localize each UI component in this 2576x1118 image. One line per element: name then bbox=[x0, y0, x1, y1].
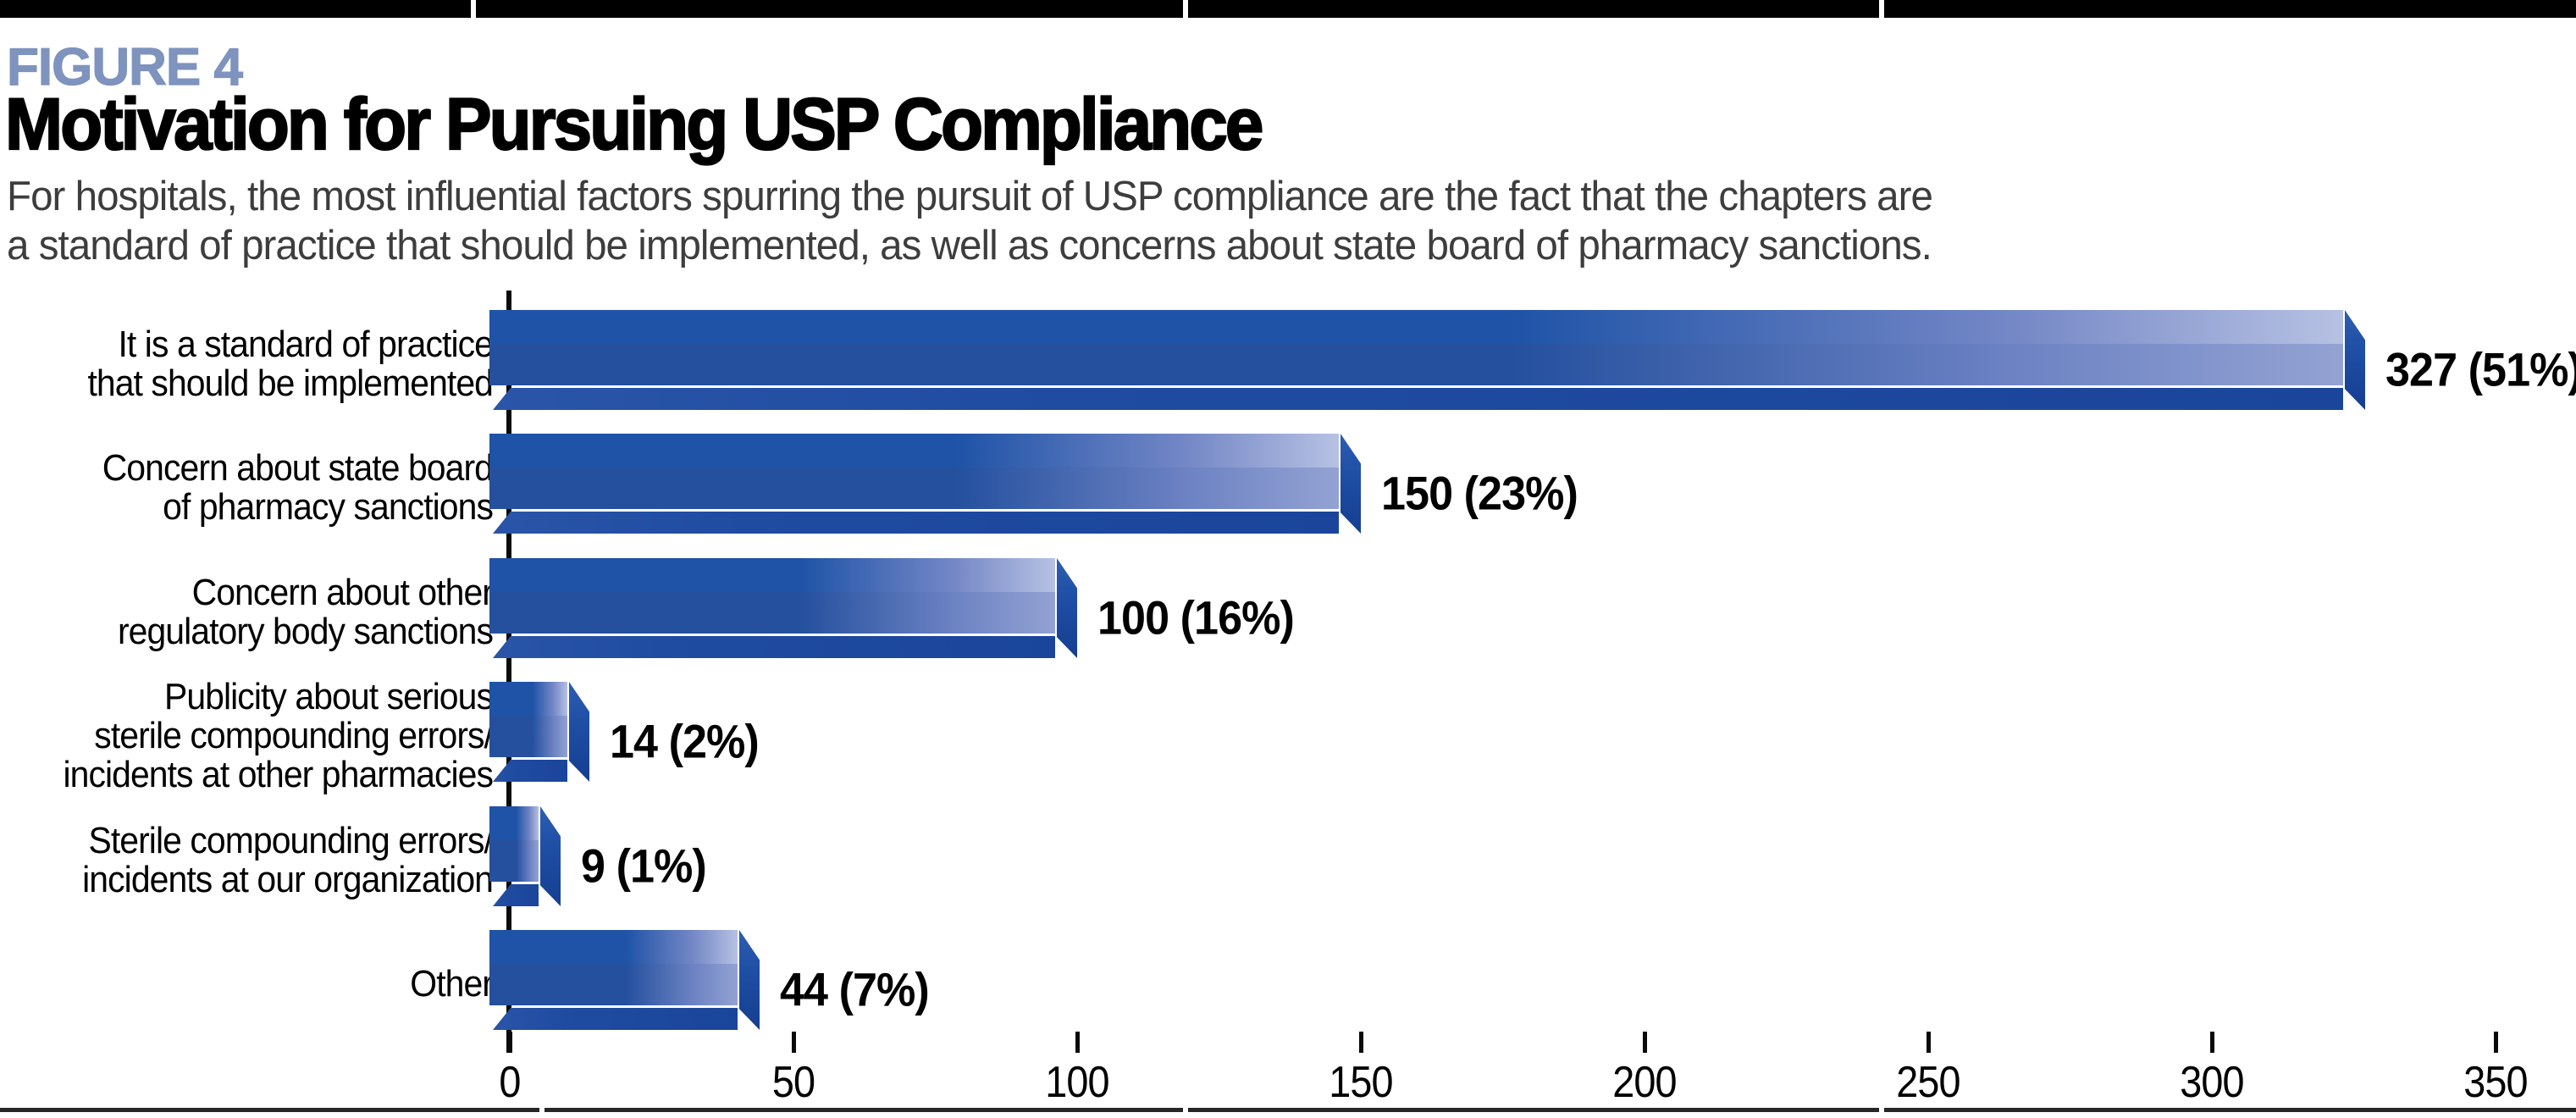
category-label: Other bbox=[35, 963, 494, 1005]
figure-number-label: FIGURE 4 bbox=[6, 37, 243, 97]
bar-underside bbox=[493, 512, 1339, 534]
bottom-border-line bbox=[0, 1108, 2576, 1112]
bar-value-label: 100 (16%) bbox=[1097, 590, 1295, 645]
x-axis-tick-label: 300 bbox=[2180, 1058, 2244, 1107]
bar-value-label: 44 (7%) bbox=[780, 962, 930, 1016]
bar-face-highlight bbox=[489, 310, 2343, 344]
category-label-line: incidents at other pharmacies bbox=[63, 754, 494, 795]
category-label-line: incidents at our organization bbox=[82, 859, 494, 900]
x-axis-tick bbox=[508, 1032, 512, 1053]
x-axis-tick-label: 150 bbox=[1329, 1058, 1393, 1107]
category-label-line: regulatory body sanctions bbox=[117, 611, 494, 652]
bottom-line-column-gap bbox=[539, 1108, 544, 1112]
y-axis-line bbox=[506, 291, 511, 1053]
figure-title: Motivation for Pursuing USP Compliance bbox=[4, 84, 1264, 165]
bar-face-highlight bbox=[489, 806, 539, 840]
bar-value-label: 9 (1%) bbox=[581, 838, 707, 893]
bar bbox=[489, 806, 561, 906]
bar-face bbox=[489, 964, 738, 1005]
category-label: It is a standard of practice that should … bbox=[35, 325, 493, 403]
x-axis-tick-label: 0 bbox=[499, 1058, 521, 1107]
bar-end-cap bbox=[739, 930, 760, 1030]
category-label-line: It is a standard of practice bbox=[118, 324, 493, 365]
bar-underside bbox=[493, 636, 1055, 658]
category-label-line: Concern about other bbox=[191, 572, 494, 613]
category-label: Sterile compounding errors/incidents at … bbox=[35, 820, 494, 900]
bar bbox=[489, 310, 2365, 410]
x-axis-tick bbox=[1075, 1032, 1080, 1053]
x-axis-tick-label: 200 bbox=[1612, 1058, 1677, 1107]
bar-face bbox=[489, 344, 2343, 385]
category-label-line: Concern about state board bbox=[102, 447, 494, 489]
x-axis-tick bbox=[1643, 1032, 1647, 1053]
x-axis-tick-label: 250 bbox=[1896, 1058, 1960, 1107]
bar-underside bbox=[493, 388, 2343, 410]
category-label: Publicity about serious sterile compoundi… bbox=[35, 678, 493, 794]
x-axis-tick bbox=[792, 1032, 796, 1053]
bar-face bbox=[489, 716, 567, 757]
bar-end-cap bbox=[569, 682, 589, 782]
category-label-line: Sterile compounding errors/ bbox=[88, 820, 493, 861]
bottom-line-column-gap bbox=[1183, 1108, 1188, 1112]
bar-end-cap bbox=[2345, 310, 2365, 410]
bar-face bbox=[489, 468, 1339, 509]
bar-end-cap bbox=[540, 806, 561, 906]
bar bbox=[489, 558, 1077, 658]
bar-underside bbox=[493, 884, 539, 906]
x-axis-tick bbox=[2494, 1032, 2498, 1053]
x-axis-tick-label: 350 bbox=[2463, 1058, 2528, 1107]
x-axis-tick bbox=[1359, 1032, 1363, 1053]
bar-face bbox=[489, 592, 1055, 634]
bar-face bbox=[489, 840, 539, 882]
category-label-line: of pharmacy sanctions bbox=[163, 486, 494, 528]
bar-face-highlight bbox=[489, 434, 1339, 468]
bar bbox=[489, 434, 1361, 534]
bar-face-highlight bbox=[489, 682, 567, 716]
x-axis-tick-label: 50 bbox=[771, 1058, 815, 1107]
bar-face-highlight bbox=[489, 558, 1055, 592]
bar-value-label: 327 (51%) bbox=[2385, 342, 2576, 396]
top-bar-column-gap bbox=[1879, 0, 1884, 18]
figure-subtitle: For hospitals, the most influential fact… bbox=[7, 172, 1933, 270]
category-label-line: sterile compounding errors/ bbox=[94, 715, 494, 756]
bar-end-cap bbox=[1341, 434, 1361, 534]
top-bar-column-gap bbox=[471, 0, 476, 18]
top-bar-column-gap bbox=[1183, 0, 1188, 18]
bar-underside bbox=[493, 1008, 738, 1030]
bar-face-highlight bbox=[489, 930, 738, 964]
subtitle-line-1: For hospitals, the most influential fact… bbox=[7, 174, 1933, 219]
x-axis-tick bbox=[2210, 1032, 2214, 1053]
bar-value-label: 150 (23%) bbox=[1381, 466, 1578, 520]
category-label: Concern about other regulatory body sanct… bbox=[35, 572, 494, 652]
bar bbox=[489, 682, 589, 782]
category-label-line: Publicity about serious bbox=[163, 676, 494, 717]
top-border-bar bbox=[0, 0, 2576, 18]
category-label: Concern about state board of pharmacy san… bbox=[35, 447, 494, 528]
bottom-line-column-gap bbox=[1879, 1108, 1884, 1112]
x-axis-tick-label: 100 bbox=[1045, 1058, 1109, 1107]
bar-underside bbox=[493, 760, 567, 782]
bar-end-cap bbox=[1057, 558, 1077, 658]
bar bbox=[489, 930, 760, 1030]
bar-value-label: 14 (2%) bbox=[610, 714, 760, 768]
subtitle-line-2: a standard of practice that should be im… bbox=[7, 223, 1932, 268]
x-axis-tick bbox=[1926, 1032, 1931, 1053]
category-label-line: Other bbox=[410, 963, 494, 1005]
category-label-line: that should be implemented bbox=[87, 363, 494, 404]
